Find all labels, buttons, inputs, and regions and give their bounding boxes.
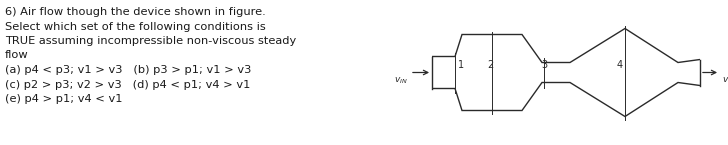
Text: 1: 1 (458, 59, 464, 69)
Text: $v_{IN}$: $v_{IN}$ (395, 75, 408, 86)
Text: Select which set of the following conditions is: Select which set of the following condit… (5, 21, 266, 31)
Text: (a) p4 < p3; v1 > v3   (b) p3 > p1; v1 > v3: (a) p4 < p3; v1 > v3 (b) p3 > p1; v1 > v… (5, 65, 251, 75)
Text: (c) p2 > p3; v2 > v3   (d) p4 < p1; v4 > v1: (c) p2 > p3; v2 > v3 (d) p4 < p1; v4 > v… (5, 79, 250, 89)
Text: 4: 4 (617, 60, 623, 70)
Text: 3: 3 (541, 60, 547, 70)
Text: flow: flow (5, 50, 28, 60)
Text: $v_{OUT}$: $v_{OUT}$ (722, 75, 728, 86)
Text: TRUE assuming incompressible non-viscous steady: TRUE assuming incompressible non-viscous… (5, 36, 296, 46)
Text: 6) Air flow though the device shown in figure.: 6) Air flow though the device shown in f… (5, 7, 266, 17)
Text: (e) p4 > p1; v4 < v1: (e) p4 > p1; v4 < v1 (5, 94, 122, 104)
Text: 2: 2 (487, 59, 493, 69)
